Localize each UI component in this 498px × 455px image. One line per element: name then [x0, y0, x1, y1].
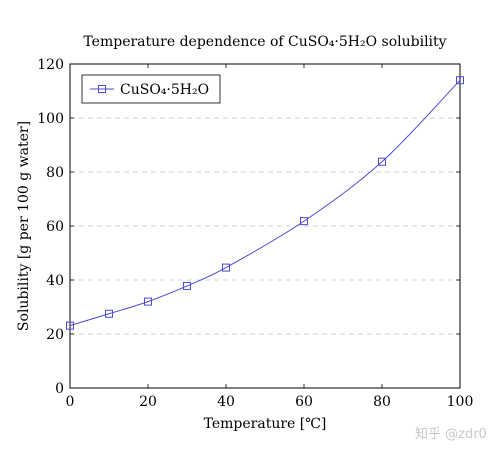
data-point [144, 297, 152, 306]
x-axis-label: Temperature [℃] [204, 416, 327, 432]
data-point [105, 309, 113, 318]
axis-ticks: 0 20 40 60 80 100 120 0 20 40 60 80 100 [37, 57, 473, 410]
y-tick-label: 20 [46, 327, 64, 343]
data-point [378, 157, 386, 166]
y-tick-label: 40 [46, 273, 64, 289]
series-line [69, 79, 461, 327]
y-tick-label: 120 [37, 57, 64, 73]
y-tick-label: 100 [37, 111, 64, 127]
y-tick-label: 60 [46, 219, 64, 235]
x-tick-label: 80 [373, 394, 391, 410]
data-point [66, 321, 74, 330]
legend-label: CuSO₄·5H₂O [120, 82, 209, 98]
x-tick-label: 0 [66, 394, 75, 410]
y-tick-label: 80 [46, 165, 64, 181]
x-tick-label: 60 [295, 394, 313, 410]
data-point [456, 76, 464, 85]
y-tick-label: 0 [55, 381, 64, 397]
data-point [222, 263, 230, 272]
x-tick-label: 100 [447, 394, 474, 410]
x-tick-label: 20 [139, 394, 157, 410]
legend-marker [98, 85, 106, 93]
data-point [183, 281, 191, 290]
data-point [300, 217, 308, 226]
x-tick-label: 40 [217, 394, 235, 410]
grid-lines [70, 117, 460, 335]
series-group [66, 76, 464, 330]
chart-title: Temperature dependence of CuSO₄·5H₂O sol… [83, 34, 446, 50]
legend: CuSO₄·5H₂O [81, 74, 221, 104]
y-axis-label: Solubility [g per 100 g water] [16, 121, 32, 331]
watermark: 知乎 @zdr0 [415, 426, 487, 442]
